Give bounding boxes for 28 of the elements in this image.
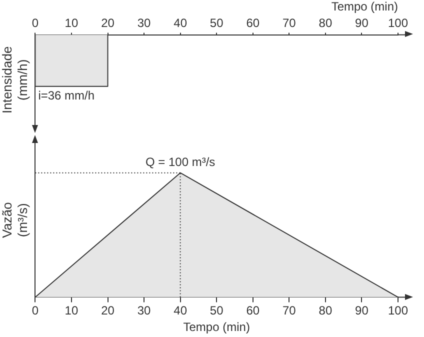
x-tick-label: 60 <box>246 304 260 318</box>
x-tick-label: 30 <box>137 304 152 318</box>
y-axis-title: Vazão (m³/s) <box>0 202 30 238</box>
x-tick-label: 30 <box>137 16 152 30</box>
x-tick-label: 20 <box>101 304 115 318</box>
x-tick-label: 80 <box>318 304 332 318</box>
x-tick-label: 80 <box>318 16 332 30</box>
x-tick-label: 50 <box>210 304 224 318</box>
annotation: i=36 mm/h <box>38 88 95 103</box>
x-tick-label: 10 <box>64 16 78 30</box>
x-tick-label: 90 <box>355 304 369 318</box>
x-tick-label: 90 <box>355 16 369 30</box>
x-tick-label: 40 <box>174 304 188 318</box>
x-tick-label: 40 <box>174 16 188 30</box>
y-axis-title: Intensidade (mm/h) <box>0 46 30 114</box>
x-tick-label: 10 <box>64 304 78 318</box>
x-tick-label: 20 <box>101 16 115 30</box>
x-tick-label: 50 <box>210 16 224 30</box>
x-tick-label: 60 <box>246 16 260 30</box>
x-tick-label: 0 <box>32 16 39 30</box>
annotation: Q = 100 m³/s <box>145 155 216 170</box>
x-tick-label: 70 <box>282 16 296 30</box>
x-tick-label: 100 <box>388 16 408 30</box>
x-axis-title: Tempo (min) <box>183 320 250 334</box>
x-axis-title: Tempo (min) <box>331 0 398 14</box>
x-tick-label: 0 <box>32 304 39 318</box>
x-tick-label: 70 <box>282 304 296 318</box>
x-tick-label: 100 <box>388 304 408 318</box>
